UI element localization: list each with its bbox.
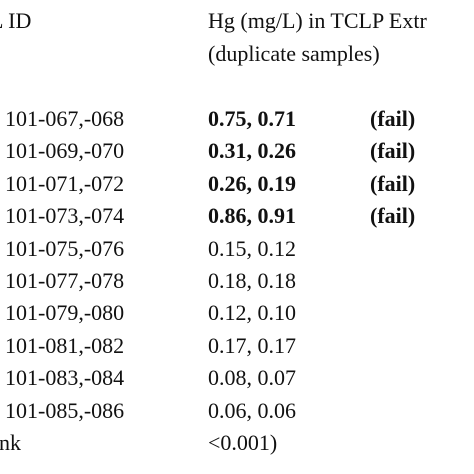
hg-value: 0.17, 0.17 xyxy=(208,332,296,358)
hg-value: 0.12, 0.10 xyxy=(208,300,296,326)
hg-value: 0.26, 0.19 xyxy=(208,170,296,196)
hg-value: 0.06, 0.06 xyxy=(208,397,296,423)
hg-value: 0.08, 0.07 xyxy=(208,365,296,391)
status: (fail) xyxy=(370,170,416,196)
sample-id: 101-083,-084 xyxy=(5,365,125,391)
sample-id: 101-085,-086 xyxy=(5,397,125,423)
header-measure: Hg (mg/L) in TCLP Extr xyxy=(208,8,427,33)
sample-id: 101-077,-078 xyxy=(5,268,125,293)
hg-value: 0.15, 0.12 xyxy=(208,235,296,261)
header-measure-note: (duplicate samples) xyxy=(208,41,380,66)
header-id: L ID xyxy=(0,8,32,33)
sample-id: nk xyxy=(0,430,21,455)
hg-value: 0.18, 0.18 xyxy=(208,268,296,293)
sample-id: 101-079,-080 xyxy=(5,300,125,326)
status: (fail) xyxy=(370,138,416,164)
hg-value: 0.86, 0.91 xyxy=(208,203,296,229)
status: (fail) xyxy=(370,106,416,131)
hg-value: 0.31, 0.26 xyxy=(208,138,296,164)
sample-id: 101-073,-074 xyxy=(5,203,125,229)
sample-id: 101-071,-072 xyxy=(5,170,125,196)
hg-value: <0.001) xyxy=(208,430,278,455)
status: (fail) xyxy=(370,203,416,229)
sample-id: 101-067,-068 xyxy=(5,106,125,131)
sample-id: 101-075,-076 xyxy=(5,235,125,261)
hg-value: 0.75, 0.71 xyxy=(208,106,296,131)
sample-id: 101-081,-082 xyxy=(5,332,125,358)
sample-id: 101-069,-070 xyxy=(5,138,125,164)
